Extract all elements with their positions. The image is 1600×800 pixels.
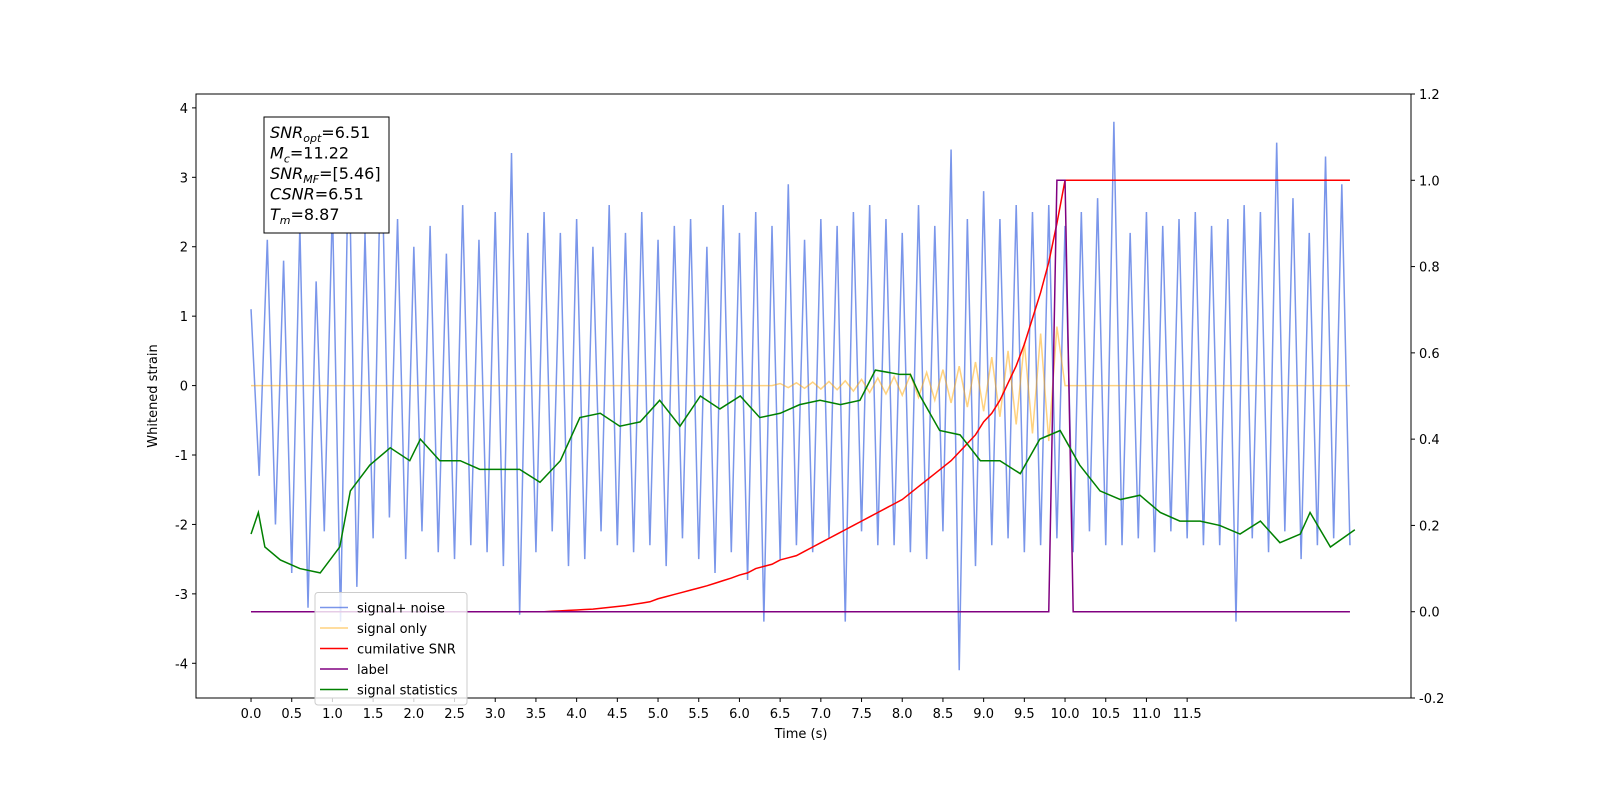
y2-tick-label: 0.2	[1419, 519, 1440, 534]
plot-frame	[195, 93, 1412, 699]
y2-tick-label: 1.0	[1419, 174, 1440, 189]
legend-label: signal+ noise	[357, 602, 445, 617]
y-tick-label: 4	[180, 102, 188, 117]
legend-label: label	[357, 663, 388, 678]
annotation-symbol: T	[270, 205, 281, 224]
annotation-value: =8.87	[291, 205, 340, 224]
x-tick-label: 0.0	[241, 707, 262, 722]
y2-tick-label: 1.2	[1419, 88, 1440, 103]
annotation-symbol: SNR	[270, 164, 303, 183]
y-tick-label: 2	[180, 241, 188, 256]
annotation-line: SNRopt=6.51	[270, 123, 370, 145]
x-tick-label: 1.0	[322, 707, 343, 722]
y-tick-label: -2	[175, 518, 188, 533]
annotation-box	[263, 116, 390, 234]
x-tick-label: 10.0	[1051, 707, 1080, 722]
y2-tick-label: 0.4	[1419, 433, 1440, 448]
y-tick-label: 3	[180, 171, 188, 186]
y2-tick-label: -0.2	[1419, 692, 1444, 707]
y-tick-label: -1	[175, 449, 188, 464]
annotation-symbol: CSNR	[270, 185, 315, 204]
x-tick-label: 4.0	[566, 707, 587, 722]
y-tick-label: -4	[175, 657, 188, 672]
x-tick-label: 8.5	[933, 707, 954, 722]
annotation-subscript: opt	[303, 132, 322, 145]
x-tick-label: 0.5	[281, 707, 302, 722]
annotation-line: Tm=8.87	[270, 205, 340, 227]
x-tick-label: 11.0	[1132, 707, 1161, 722]
x-tick-label: 4.5	[607, 707, 628, 722]
y-tick-label: 1	[180, 310, 188, 325]
y-tick-label: 0	[180, 380, 188, 395]
legend-label: cumilative SNR	[357, 643, 456, 658]
annotation-symbol: SNR	[270, 123, 303, 142]
x-tick-label: 6.0	[729, 707, 750, 722]
annotation: SNRopt=6.51Mc=11.22SNRMF=[5.46]CSNR=6.51…	[263, 116, 390, 234]
annotation-subscript: c	[284, 153, 290, 166]
legend: signal+ noise signal only cumilative SNR la…	[314, 592, 468, 706]
annotation-subscript: MF	[303, 173, 319, 186]
x-tick-label: 5.5	[688, 707, 709, 722]
legend-label: signal only	[357, 622, 427, 637]
annotation-subscript: m	[280, 214, 291, 227]
x-tick-label: 11.5	[1173, 707, 1202, 722]
series-line	[250, 369, 1356, 574]
x-tick-label: 10.5	[1091, 707, 1120, 722]
series-line	[251, 326, 1350, 442]
y-axis-label: Whitened strain	[146, 344, 161, 447]
x-tick-label: 3.5	[526, 707, 547, 722]
x-tick-label: 9.0	[973, 707, 994, 722]
x-tick-label: 5.0	[648, 707, 669, 722]
y2-tick-label: 0.8	[1419, 261, 1440, 276]
y-tick-label: -3	[175, 588, 188, 603]
x-tick-label: 7.5	[851, 707, 872, 722]
legend-label: signal statistics	[357, 684, 458, 699]
x-tick-label: 6.5	[770, 707, 791, 722]
x-tick-label: 2.0	[403, 707, 424, 722]
annotation-symbol: M	[270, 144, 284, 163]
annotation-value: =[5.46]	[319, 164, 381, 183]
annotation-line: CSNR=6.51	[270, 185, 364, 204]
y2-tick-label: 0.0	[1419, 606, 1440, 621]
x-tick-label: 9.5	[1014, 707, 1035, 722]
legend-box	[314, 592, 468, 706]
annotation-line: SNRMF=[5.46]	[270, 164, 381, 186]
x-axis-label: Time (s)	[774, 727, 828, 742]
x-tick-label: 7.0	[810, 707, 831, 722]
y2-tick-label: 0.6	[1419, 347, 1440, 362]
x-tick-label: 8.0	[892, 707, 913, 722]
annotation-value: =6.51	[321, 123, 370, 142]
x-tick-label: 3.0	[485, 707, 506, 722]
annotation-line: Mc=11.22	[270, 144, 349, 166]
annotation-value: =11.22	[290, 144, 349, 163]
x-tick-label: 1.5	[363, 707, 384, 722]
series-line	[250, 121, 1351, 671]
annotation-value: =6.51	[315, 185, 364, 204]
plot-area	[250, 121, 1356, 671]
x-tick-label: 2.5	[444, 707, 465, 722]
